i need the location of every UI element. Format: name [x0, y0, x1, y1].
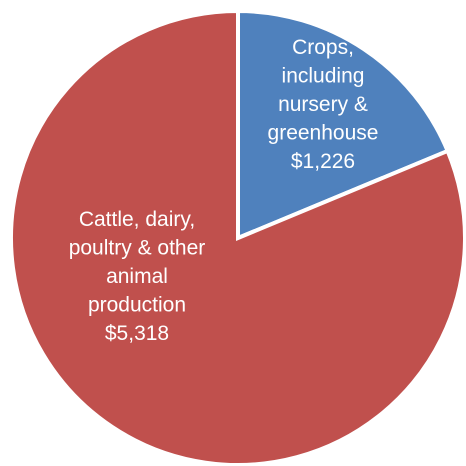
slice-data-label-1: Cattle, dairy, poultry & other animal produ… [69, 208, 206, 345]
slice-1-label-line-2: animal [106, 265, 168, 288]
slice-0-label-line-1: including [282, 65, 365, 88]
slice-1-label-line-4: $5,318 [105, 322, 169, 345]
slice-1-label-line-3: production [88, 294, 186, 317]
slice-0-label-line-3: greenhouse [268, 122, 379, 145]
slice-0-label-line-2: nursery & [278, 93, 368, 116]
pie-data-labels: Crops, including nursery & greenhouse $1,226… [69, 36, 379, 345]
pie-slice-1 [9, 8, 466, 466]
pie-slice-0 [236, 8, 451, 241]
slice-1-label-line-1: poultry & other [69, 237, 206, 260]
pie-slices [9, 8, 466, 466]
slice-data-label-0: Crops, including nursery & greenhouse $1,226 [268, 36, 379, 173]
slice-0-label-line-0: Crops, [292, 36, 354, 59]
slice-0-label-line-4: $1,226 [291, 150, 355, 173]
slice-1-label-line-0: Cattle, dairy, [79, 208, 195, 231]
